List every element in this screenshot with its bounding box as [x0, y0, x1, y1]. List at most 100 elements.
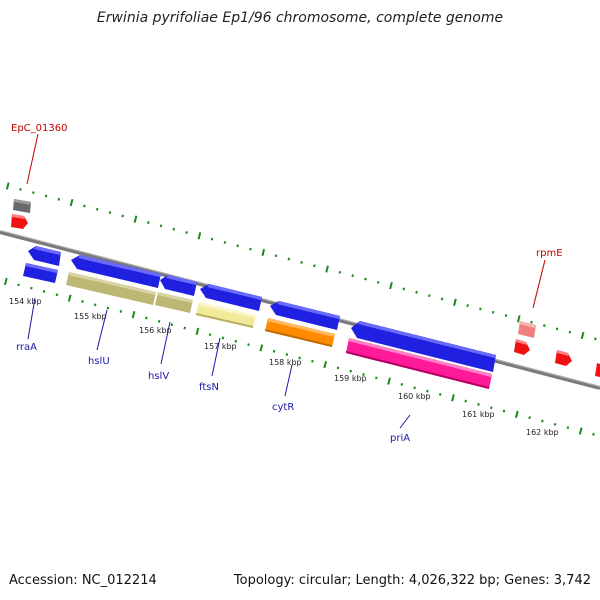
kbp-label: 160 kbp [398, 392, 431, 401]
minor-tick [83, 204, 86, 208]
minor-tick [183, 326, 186, 330]
gene-label-hslU[interactable]: hslU [88, 356, 110, 367]
minor-tick [464, 399, 467, 403]
minor-tick [221, 336, 225, 340]
feature-rraA-gene[interactable] [23, 263, 58, 283]
minor-tick [568, 330, 572, 334]
major-tick [195, 327, 200, 335]
major-tick [261, 248, 266, 257]
kbp-label: 156 kbp [139, 326, 172, 335]
minor-tick [502, 409, 506, 413]
major-tick [580, 331, 585, 340]
minor-tick [170, 323, 174, 327]
minor-tick [594, 337, 597, 341]
minor-tick [19, 187, 22, 191]
minor-tick [249, 247, 252, 251]
gene-label-leaders [27, 297, 411, 429]
gene-labels: rraA hslU hslV ftsN cytR priA EpC_01360 … [11, 123, 563, 444]
minor-tick [32, 191, 35, 195]
minor-tick [336, 366, 340, 370]
major-tick [5, 182, 10, 190]
minor-tick [351, 274, 354, 278]
feature-hslV-product[interactable] [155, 292, 193, 313]
feature-hslU-cds[interactable] [71, 255, 161, 288]
major-tick [578, 427, 583, 435]
minor-tick [95, 207, 99, 211]
minor-tick [440, 297, 444, 301]
minor-tick [119, 309, 123, 313]
feature-hslU-product[interactable] [66, 272, 156, 305]
minor-tick [285, 353, 289, 356]
inner-tick-ring [3, 277, 595, 436]
gene-label-hslV[interactable]: hslV [148, 371, 169, 382]
minor-tick [208, 333, 212, 337]
minor-tick [274, 254, 278, 258]
minor-tick [44, 194, 48, 198]
map-title: Erwinia pyrifoliae Ep1/96 chromosome, co… [96, 10, 504, 26]
minor-tick [30, 286, 33, 290]
forward-strand-features [11, 199, 600, 377]
minor-tick [42, 290, 46, 293]
minor-tick [376, 280, 380, 284]
gene-label-rpmE[interactable]: rpmE [536, 248, 563, 259]
minor-tick [555, 327, 559, 331]
minor-tick [121, 214, 124, 218]
minor-tick [428, 294, 431, 298]
kbp-label: 154 kbp [9, 297, 42, 306]
minor-tick [81, 300, 84, 303]
feature-red-marker-2[interactable] [595, 363, 600, 377]
minor-tick [400, 383, 404, 386]
minor-tick [311, 359, 314, 363]
feature-priA-product[interactable] [346, 338, 492, 389]
major-tick [323, 360, 328, 369]
minor-tick [543, 324, 546, 327]
minor-tick [159, 224, 163, 228]
minor-tick [530, 320, 533, 324]
minor-tick [402, 287, 406, 291]
outer-tick-ring [5, 182, 597, 341]
gene-label-EpC_01360[interactable]: EpC_01360 [11, 123, 67, 134]
minor-tick [55, 293, 59, 297]
minor-tick [93, 303, 97, 307]
minor-tick [147, 221, 150, 224]
minor-tick [236, 244, 239, 248]
kbp-label: 157 kbp [204, 342, 237, 351]
minor-tick [57, 197, 61, 201]
minor-tick [362, 373, 365, 376]
feature-cytR-product[interactable] [265, 318, 335, 347]
minor-tick [247, 343, 250, 347]
major-tick [453, 298, 457, 306]
kbp-label: 155 kbp [74, 312, 107, 321]
gene-label-cytR[interactable]: cytR [272, 402, 294, 413]
minor-tick [313, 264, 316, 268]
feature-ftsN-cds[interactable] [200, 284, 262, 311]
minor-tick [272, 349, 276, 353]
gene-label-priA[interactable]: priA [390, 433, 410, 444]
major-tick [259, 344, 264, 352]
minor-tick [106, 306, 110, 310]
kbp-label: 162 kbp [526, 428, 559, 437]
feature-cytR-cds[interactable] [270, 301, 340, 330]
feature-priA-cds[interactable] [351, 321, 496, 372]
minor-tick [415, 290, 418, 294]
minor-tick [413, 386, 416, 390]
major-tick [387, 377, 391, 385]
minor-tick [172, 227, 176, 231]
minor-tick [300, 260, 303, 264]
reverse-strand-features [23, 246, 496, 389]
minor-tick [338, 270, 342, 274]
kbp-labels: 154 kbp 155 kbp 156 kbp 157 kbp 158 kbp … [9, 297, 559, 437]
gene-label-ftsN[interactable]: ftsN [199, 382, 219, 393]
feature-ftsN-product[interactable] [196, 302, 256, 328]
minor-tick [375, 376, 378, 380]
minor-tick [566, 426, 570, 430]
kbp-label: 158 kbp [269, 358, 302, 367]
minor-tick [210, 237, 214, 241]
major-tick [69, 198, 74, 207]
minor-tick [477, 402, 480, 406]
minor-tick [364, 277, 367, 281]
minor-tick [145, 316, 148, 320]
major-tick [516, 315, 521, 323]
gene-label-rraA[interactable]: rraA [16, 342, 37, 353]
